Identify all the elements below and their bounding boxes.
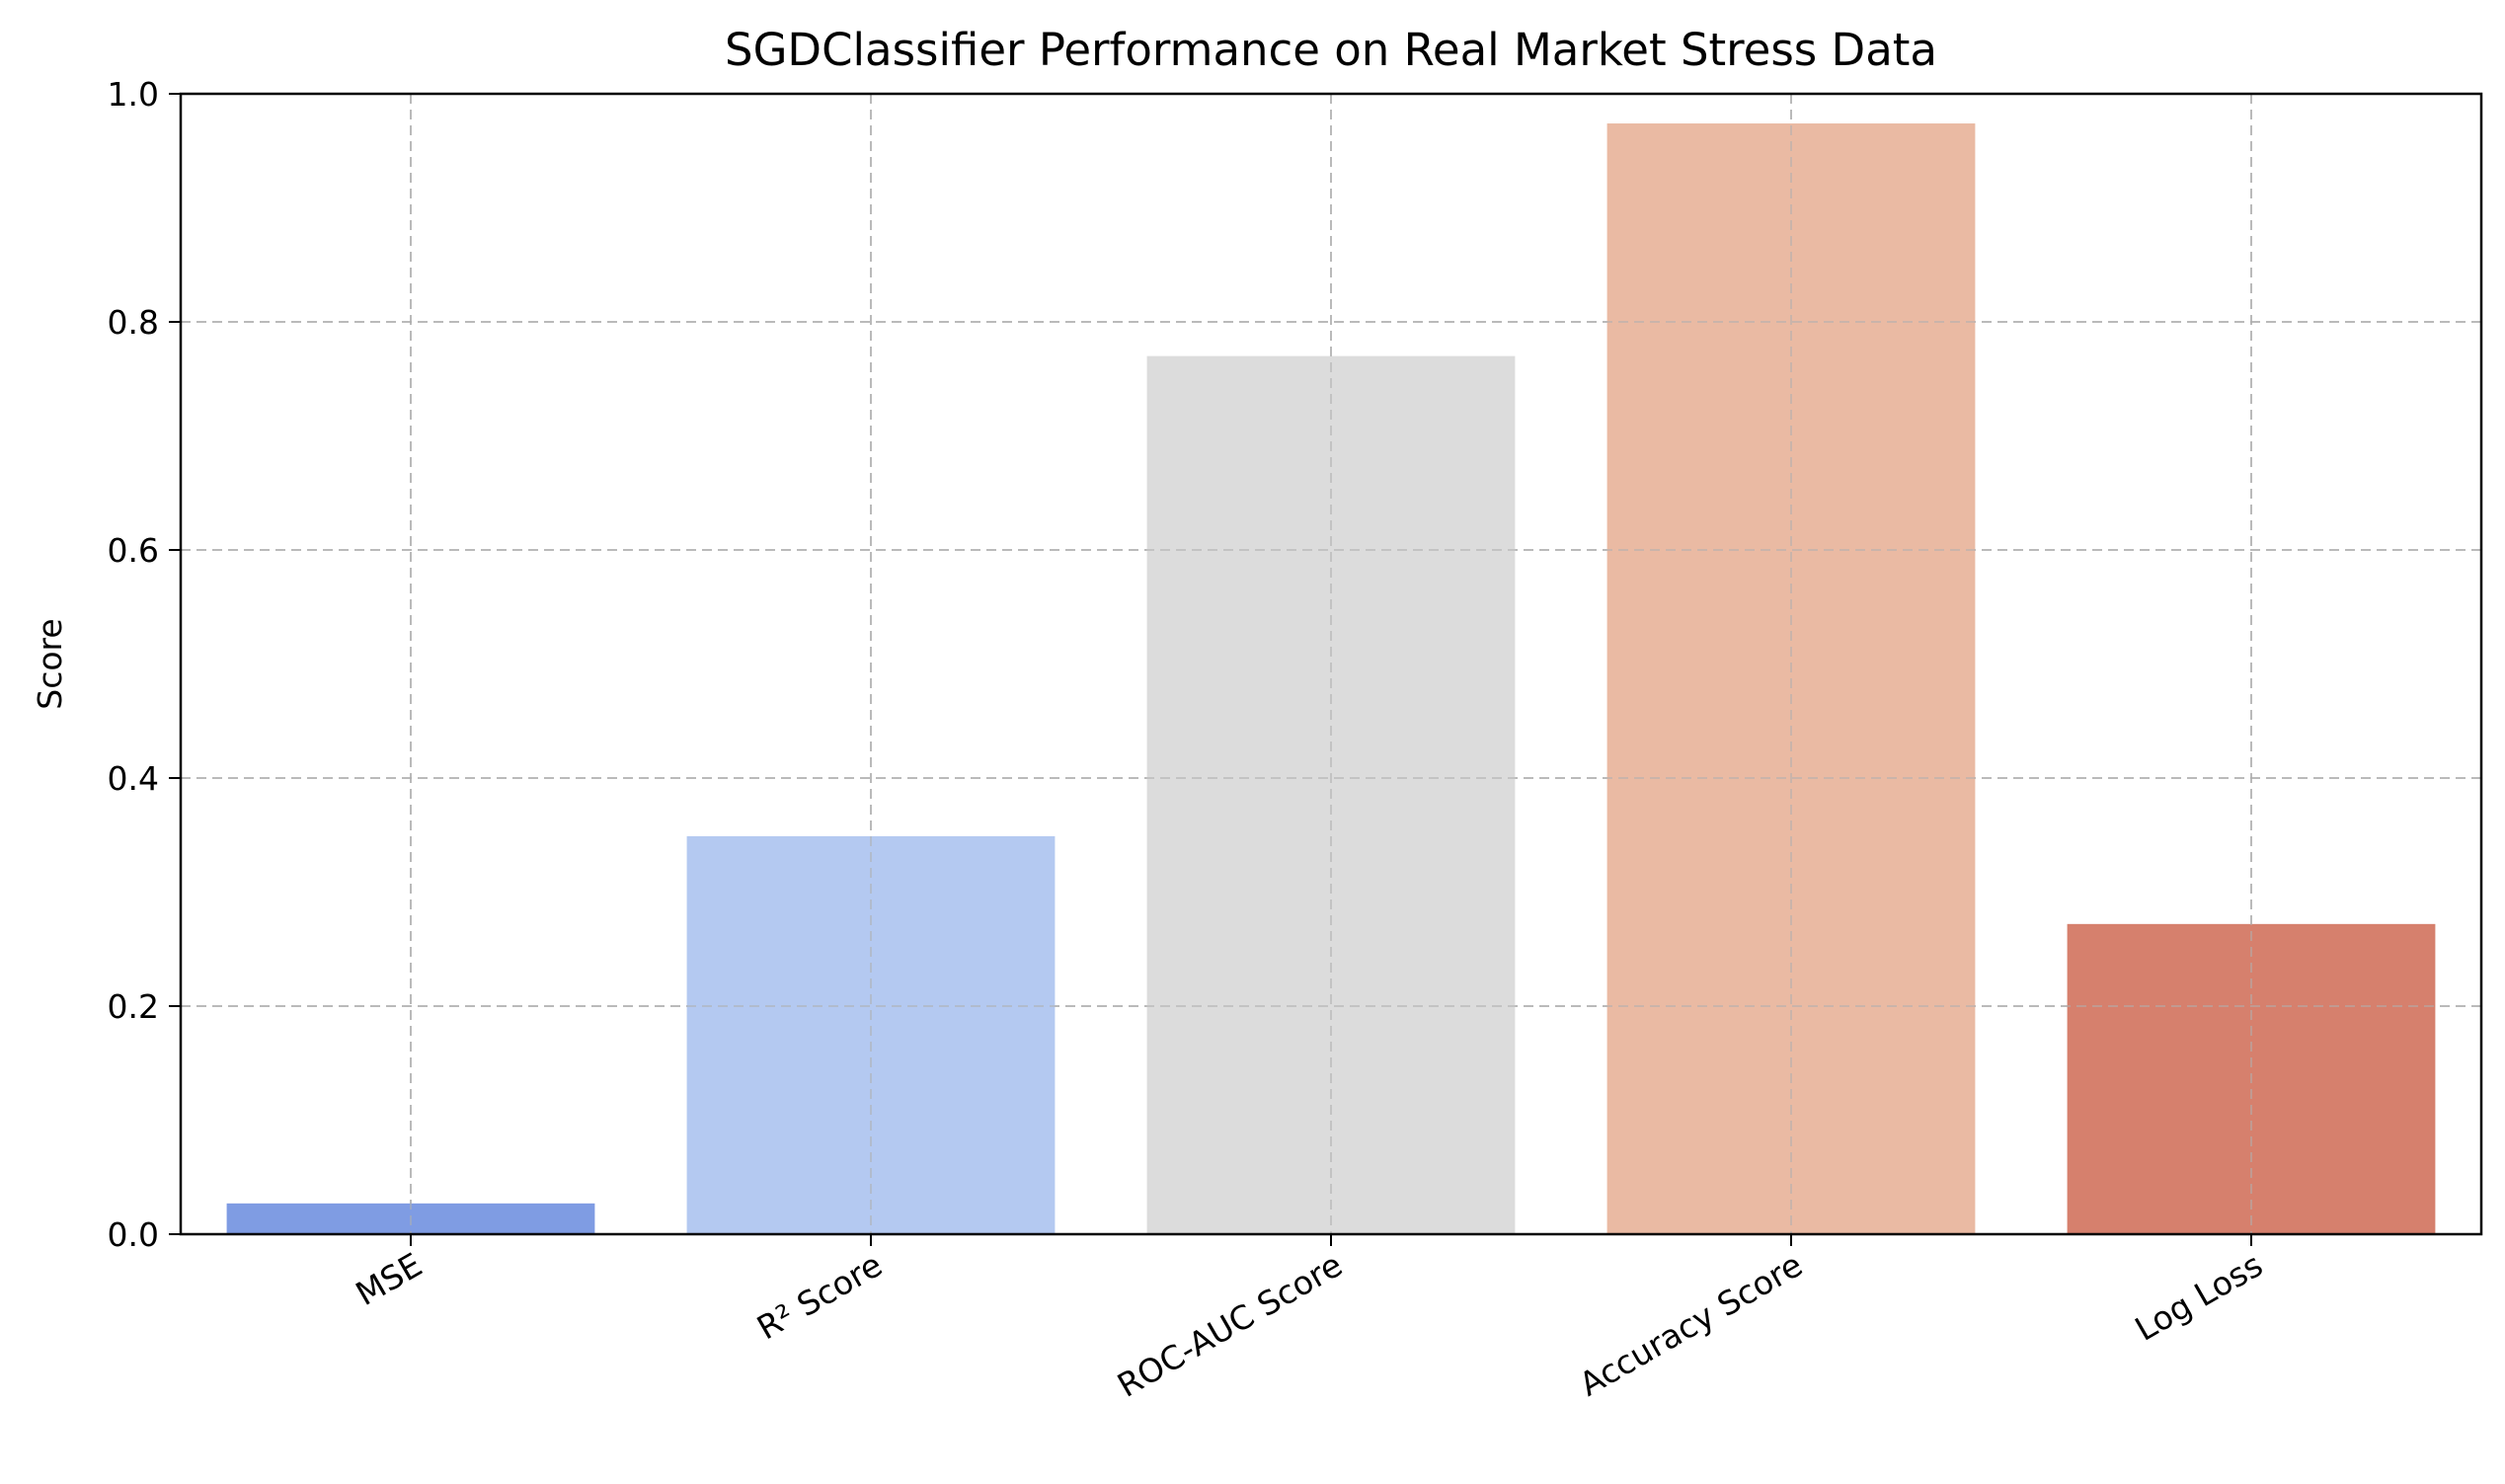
y-tick-label: 0.2 <box>108 987 159 1026</box>
y-tick-label: 0.4 <box>108 759 159 798</box>
y-tick-label: 1.0 <box>108 75 159 114</box>
y-axis-label: Score <box>31 618 69 709</box>
chart-title: SGDClassifier Performance on Real Market… <box>725 24 1937 76</box>
bars <box>181 93 2481 1235</box>
y-tick-label: 0.8 <box>108 303 159 342</box>
y-tick-label: 0.6 <box>108 531 159 570</box>
y-tick-label: 0.0 <box>108 1215 159 1254</box>
